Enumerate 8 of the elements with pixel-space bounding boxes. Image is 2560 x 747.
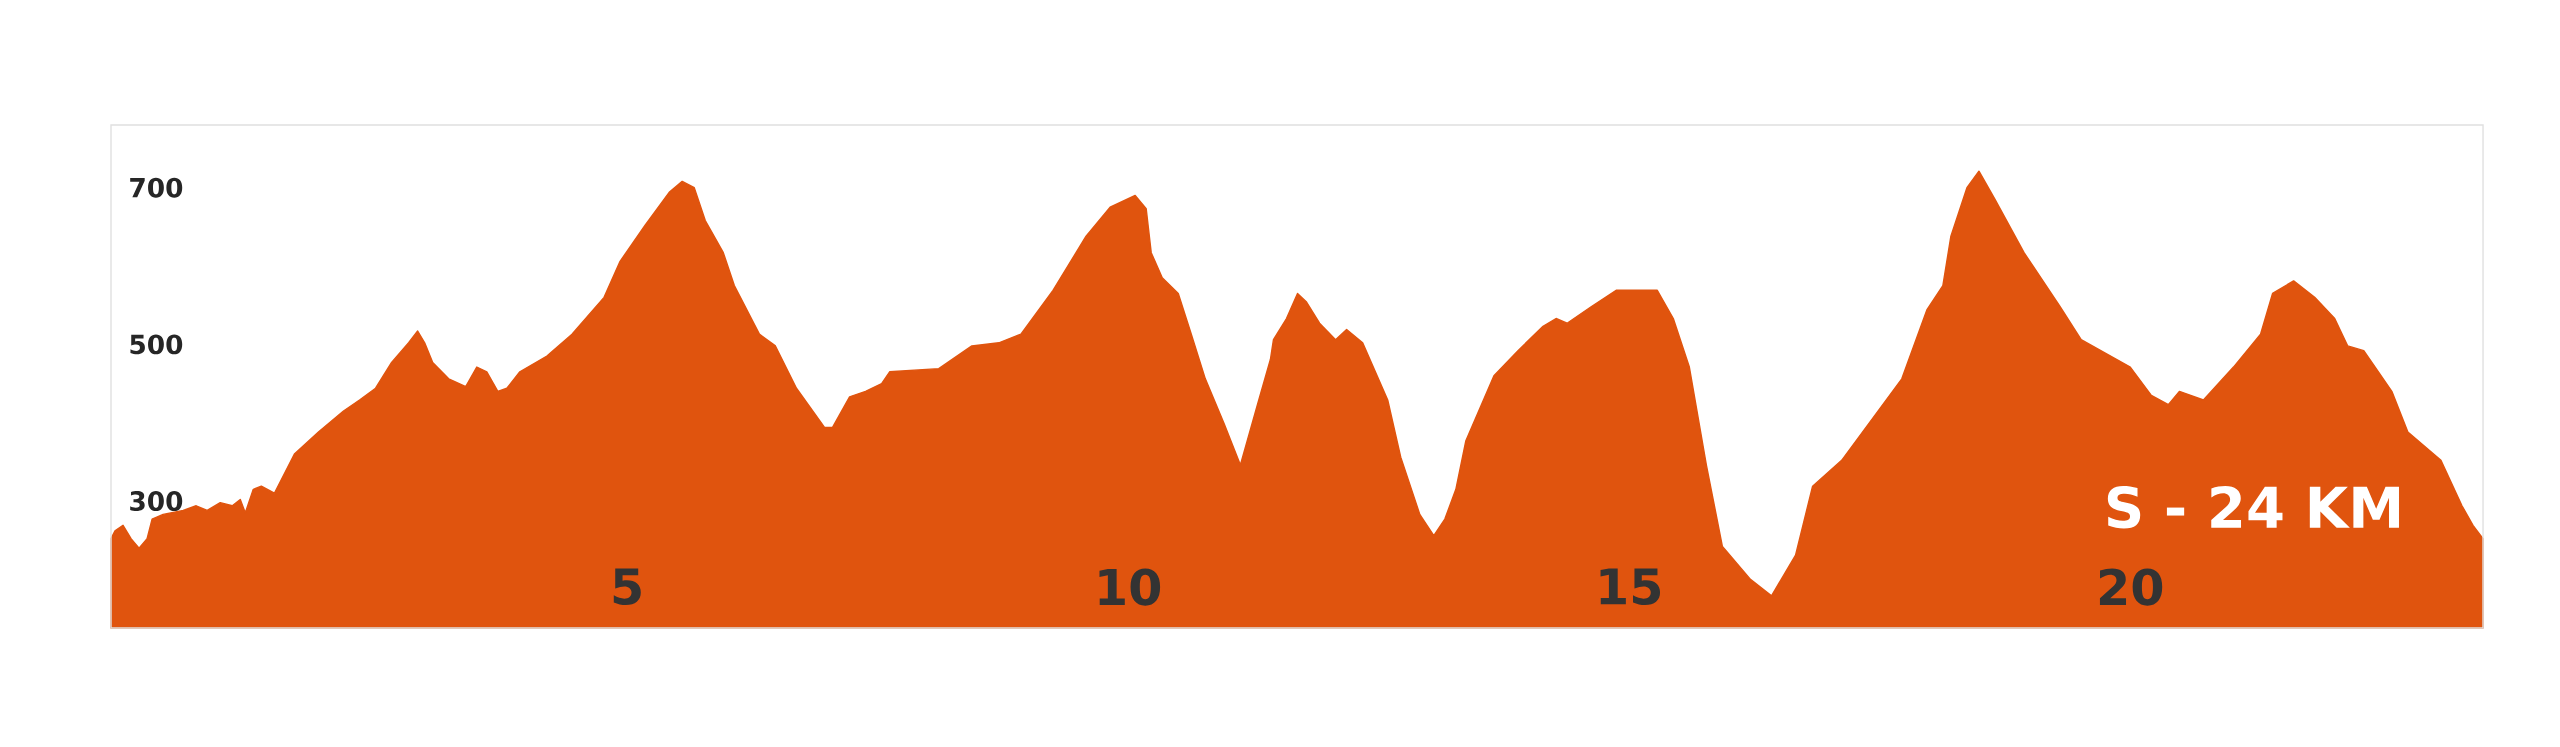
x-tick-label: 10 [1099,568,1161,606]
y-tick-label: 500 [130,334,183,355]
y-tick-label: 300 [130,491,183,512]
y-tick-label: 700 [130,177,183,198]
x-tick-label: 20 [2099,568,2163,606]
annotation: S - 24 KM [2107,486,2399,529]
x-tick-label: 15 [1600,568,1661,605]
x-tick-label: 5 [613,568,641,605]
